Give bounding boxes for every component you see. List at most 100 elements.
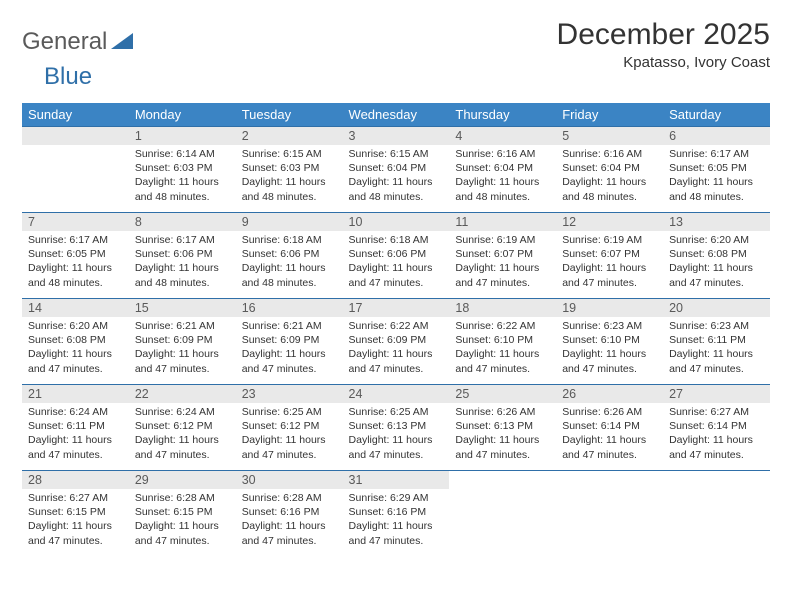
- day-number: 20: [663, 299, 770, 317]
- sunset-text: Sunset: 6:09 PM: [349, 333, 444, 347]
- sunrise-text: Sunrise: 6:16 AM: [562, 147, 657, 161]
- sunset-text: Sunset: 6:13 PM: [349, 419, 444, 433]
- sunset-text: Sunset: 6:14 PM: [669, 419, 764, 433]
- sunset-text: Sunset: 6:12 PM: [135, 419, 230, 433]
- daylight-text: Daylight: 11 hours and 48 minutes.: [28, 261, 123, 289]
- day-details: Sunrise: 6:22 AMSunset: 6:10 PMDaylight:…: [449, 317, 556, 382]
- calendar-cell: 23Sunrise: 6:25 AMSunset: 6:12 PMDayligh…: [236, 385, 343, 471]
- daylight-text: Daylight: 11 hours and 47 minutes.: [562, 347, 657, 375]
- calendar-cell: [663, 471, 770, 557]
- daylight-text: Daylight: 11 hours and 47 minutes.: [135, 433, 230, 461]
- calendar-cell: 10Sunrise: 6:18 AMSunset: 6:06 PMDayligh…: [343, 213, 450, 299]
- calendar-cell: 14Sunrise: 6:20 AMSunset: 6:08 PMDayligh…: [22, 299, 129, 385]
- daylight-text: Daylight: 11 hours and 48 minutes.: [135, 175, 230, 203]
- day-number: 5: [556, 127, 663, 145]
- sunset-text: Sunset: 6:06 PM: [242, 247, 337, 261]
- calendar-cell: 22Sunrise: 6:24 AMSunset: 6:12 PMDayligh…: [129, 385, 236, 471]
- day-number: 23: [236, 385, 343, 403]
- day-number: 18: [449, 299, 556, 317]
- calendar-cell: 5Sunrise: 6:16 AMSunset: 6:04 PMDaylight…: [556, 127, 663, 213]
- calendar-cell: 4Sunrise: 6:16 AMSunset: 6:04 PMDaylight…: [449, 127, 556, 213]
- day-details: Sunrise: 6:26 AMSunset: 6:14 PMDaylight:…: [556, 403, 663, 468]
- calendar-cell: 17Sunrise: 6:22 AMSunset: 6:09 PMDayligh…: [343, 299, 450, 385]
- sunset-text: Sunset: 6:07 PM: [562, 247, 657, 261]
- sunrise-text: Sunrise: 6:27 AM: [28, 491, 123, 505]
- calendar-cell: 8Sunrise: 6:17 AMSunset: 6:06 PMDaylight…: [129, 213, 236, 299]
- day-details: Sunrise: 6:24 AMSunset: 6:12 PMDaylight:…: [129, 403, 236, 468]
- day-details: Sunrise: 6:28 AMSunset: 6:15 PMDaylight:…: [129, 489, 236, 554]
- weekday-header: Tuesday: [236, 103, 343, 127]
- day-details: Sunrise: 6:27 AMSunset: 6:14 PMDaylight:…: [663, 403, 770, 468]
- sunset-text: Sunset: 6:03 PM: [242, 161, 337, 175]
- sunrise-text: Sunrise: 6:19 AM: [562, 233, 657, 247]
- sunrise-text: Sunrise: 6:17 AM: [28, 233, 123, 247]
- sunset-text: Sunset: 6:04 PM: [455, 161, 550, 175]
- daylight-text: Daylight: 11 hours and 47 minutes.: [349, 261, 444, 289]
- daylight-text: Daylight: 11 hours and 47 minutes.: [455, 347, 550, 375]
- daylight-text: Daylight: 11 hours and 47 minutes.: [349, 433, 444, 461]
- weekday-header: Saturday: [663, 103, 770, 127]
- calendar-cell: 29Sunrise: 6:28 AMSunset: 6:15 PMDayligh…: [129, 471, 236, 557]
- sunset-text: Sunset: 6:05 PM: [28, 247, 123, 261]
- sunset-text: Sunset: 6:14 PM: [562, 419, 657, 433]
- sunrise-text: Sunrise: 6:14 AM: [135, 147, 230, 161]
- daylight-text: Daylight: 11 hours and 48 minutes.: [349, 175, 444, 203]
- day-details: Sunrise: 6:15 AMSunset: 6:04 PMDaylight:…: [343, 145, 450, 210]
- sunset-text: Sunset: 6:04 PM: [349, 161, 444, 175]
- daylight-text: Daylight: 11 hours and 47 minutes.: [242, 347, 337, 375]
- daylight-text: Daylight: 11 hours and 47 minutes.: [135, 347, 230, 375]
- calendar-cell: 2Sunrise: 6:15 AMSunset: 6:03 PMDaylight…: [236, 127, 343, 213]
- sunrise-text: Sunrise: 6:25 AM: [242, 405, 337, 419]
- day-number: 17: [343, 299, 450, 317]
- day-number: 21: [22, 385, 129, 403]
- sunset-text: Sunset: 6:15 PM: [135, 505, 230, 519]
- calendar-cell: 25Sunrise: 6:26 AMSunset: 6:13 PMDayligh…: [449, 385, 556, 471]
- day-details: Sunrise: 6:19 AMSunset: 6:07 PMDaylight:…: [556, 231, 663, 296]
- day-number: 29: [129, 471, 236, 489]
- day-details: Sunrise: 6:25 AMSunset: 6:13 PMDaylight:…: [343, 403, 450, 468]
- day-details: Sunrise: 6:28 AMSunset: 6:16 PMDaylight:…: [236, 489, 343, 554]
- daylight-text: Daylight: 11 hours and 47 minutes.: [562, 433, 657, 461]
- calendar-cell: 15Sunrise: 6:21 AMSunset: 6:09 PMDayligh…: [129, 299, 236, 385]
- sunset-text: Sunset: 6:03 PM: [135, 161, 230, 175]
- day-number: 3: [343, 127, 450, 145]
- sunrise-text: Sunrise: 6:26 AM: [562, 405, 657, 419]
- calendar-cell: 24Sunrise: 6:25 AMSunset: 6:13 PMDayligh…: [343, 385, 450, 471]
- day-number: 7: [22, 213, 129, 231]
- calendar-cell: 3Sunrise: 6:15 AMSunset: 6:04 PMDaylight…: [343, 127, 450, 213]
- calendar-cell: 9Sunrise: 6:18 AMSunset: 6:06 PMDaylight…: [236, 213, 343, 299]
- day-details: Sunrise: 6:17 AMSunset: 6:05 PMDaylight:…: [663, 145, 770, 210]
- calendar-cell: [449, 471, 556, 557]
- calendar-week-row: 7Sunrise: 6:17 AMSunset: 6:05 PMDaylight…: [22, 213, 770, 299]
- calendar-cell: 30Sunrise: 6:28 AMSunset: 6:16 PMDayligh…: [236, 471, 343, 557]
- daylight-text: Daylight: 11 hours and 47 minutes.: [669, 433, 764, 461]
- daylight-text: Daylight: 11 hours and 47 minutes.: [455, 261, 550, 289]
- day-details: Sunrise: 6:25 AMSunset: 6:12 PMDaylight:…: [236, 403, 343, 468]
- sunset-text: Sunset: 6:06 PM: [135, 247, 230, 261]
- sunrise-text: Sunrise: 6:22 AM: [455, 319, 550, 333]
- day-number: 24: [343, 385, 450, 403]
- sunrise-text: Sunrise: 6:21 AM: [242, 319, 337, 333]
- sunset-text: Sunset: 6:13 PM: [455, 419, 550, 433]
- calendar-cell: 26Sunrise: 6:26 AMSunset: 6:14 PMDayligh…: [556, 385, 663, 471]
- daylight-text: Daylight: 11 hours and 47 minutes.: [135, 519, 230, 547]
- sunrise-text: Sunrise: 6:18 AM: [242, 233, 337, 247]
- day-number: 8: [129, 213, 236, 231]
- sunset-text: Sunset: 6:09 PM: [135, 333, 230, 347]
- sunrise-text: Sunrise: 6:19 AM: [455, 233, 550, 247]
- sunset-text: Sunset: 6:10 PM: [562, 333, 657, 347]
- sunrise-text: Sunrise: 6:15 AM: [349, 147, 444, 161]
- weekday-header: Thursday: [449, 103, 556, 127]
- sunset-text: Sunset: 6:08 PM: [669, 247, 764, 261]
- sunset-text: Sunset: 6:15 PM: [28, 505, 123, 519]
- daylight-text: Daylight: 11 hours and 47 minutes.: [349, 519, 444, 547]
- daylight-text: Daylight: 11 hours and 47 minutes.: [349, 347, 444, 375]
- day-number: 13: [663, 213, 770, 231]
- daylight-text: Daylight: 11 hours and 47 minutes.: [28, 519, 123, 547]
- calendar-cell: 31Sunrise: 6:29 AMSunset: 6:16 PMDayligh…: [343, 471, 450, 557]
- daylight-text: Daylight: 11 hours and 47 minutes.: [28, 433, 123, 461]
- sunrise-text: Sunrise: 6:16 AM: [455, 147, 550, 161]
- sunrise-text: Sunrise: 6:17 AM: [669, 147, 764, 161]
- sunset-text: Sunset: 6:05 PM: [669, 161, 764, 175]
- daylight-text: Daylight: 11 hours and 47 minutes.: [28, 347, 123, 375]
